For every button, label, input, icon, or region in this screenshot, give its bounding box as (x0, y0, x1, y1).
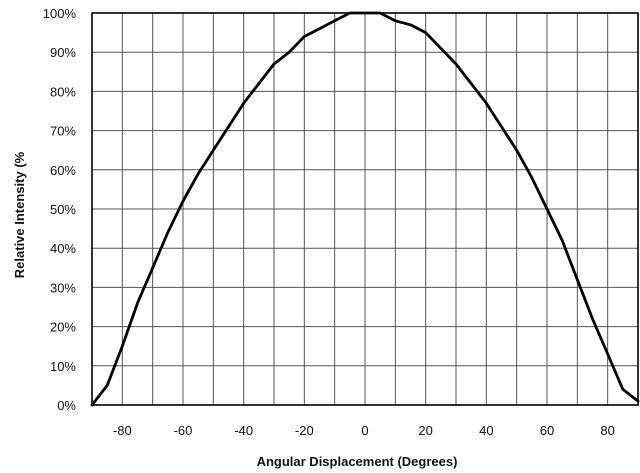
y-tick-label: 100% (43, 6, 77, 21)
x-tick-label: -20 (295, 423, 314, 438)
y-tick-label: 30% (50, 280, 76, 295)
y-axis-title: Relative Intensity (% (12, 151, 27, 278)
x-axis-tick-labels: -80 -60 -40 -20 0 20 40 60 80 (113, 423, 615, 438)
y-tick-label: 0% (57, 398, 76, 413)
x-tick-label: -60 (174, 423, 193, 438)
x-tick-label: 60 (540, 423, 554, 438)
x-tick-label: -40 (234, 423, 253, 438)
x-tick-label: -80 (113, 423, 132, 438)
x-tick-label: 80 (600, 423, 614, 438)
y-tick-label: 40% (50, 241, 76, 256)
y-tick-label: 20% (50, 320, 76, 335)
y-tick-label: 60% (50, 163, 76, 178)
y-tick-label: 80% (50, 84, 76, 99)
y-tick-label: 70% (50, 124, 76, 139)
y-tick-label: 90% (50, 45, 76, 60)
x-tick-label: 40 (479, 423, 493, 438)
x-tick-label: 20 (418, 423, 432, 438)
y-tick-label: 50% (50, 202, 76, 217)
x-axis-title: Angular Displacement (Degrees) (257, 454, 458, 469)
y-tick-label: 10% (50, 359, 76, 374)
intensity-curve (90, 11, 640, 407)
y-axis-tick-labels: 0% 10% 20% 30% 40% 50% 60% 70% 80% 90% 100% (43, 6, 77, 413)
x-tick-label: 0 (361, 423, 368, 438)
